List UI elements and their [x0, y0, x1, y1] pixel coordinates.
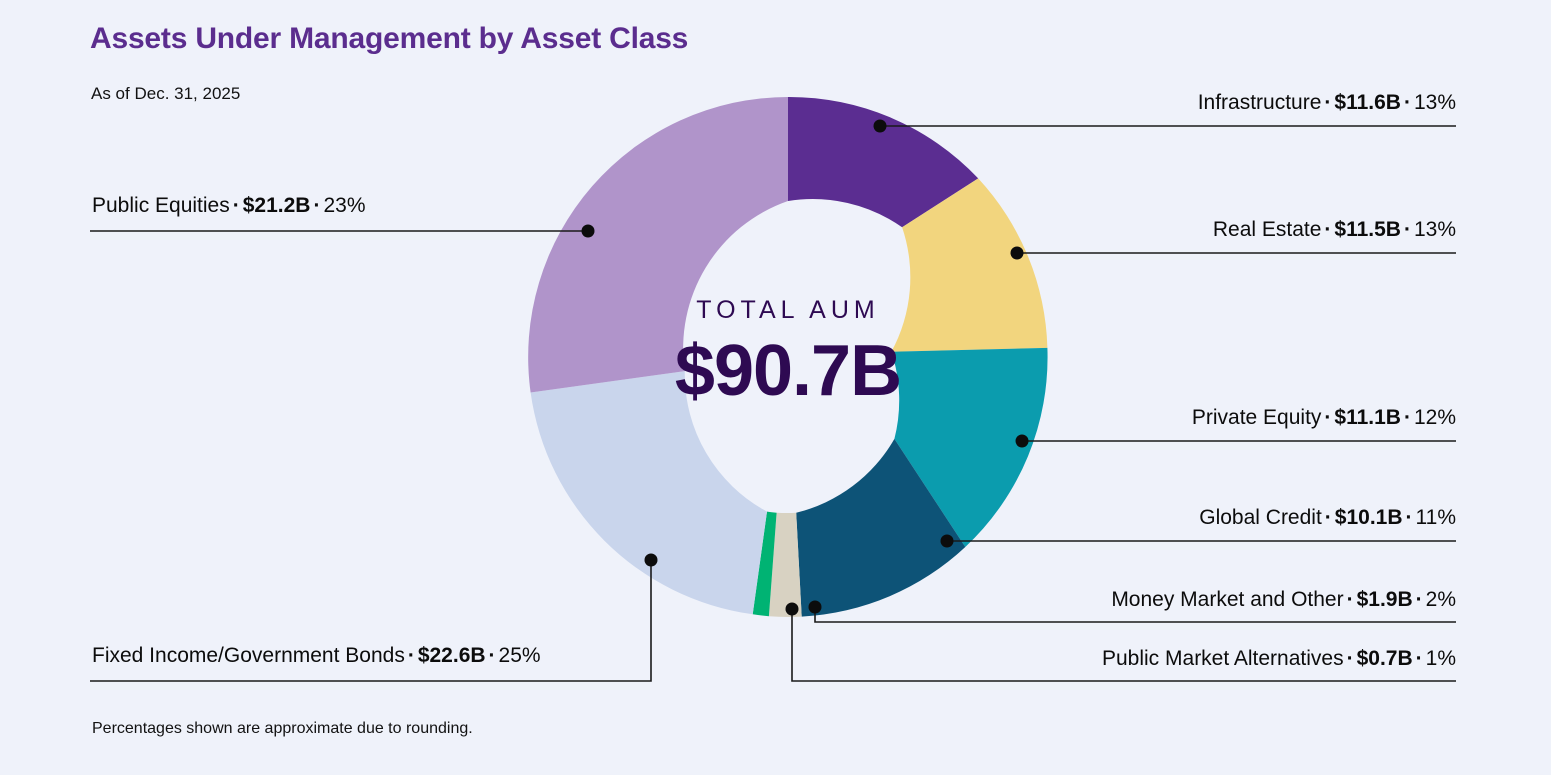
label-sep: · — [407, 644, 415, 667]
label-fixed-income[interactable]: Fixed Income/Government Bonds · $22.6B · 25% — [92, 645, 541, 666]
label-sep: · — [1415, 588, 1423, 611]
label-infrastructure[interactable]: Infrastructure · $11.6B · 13% — [1198, 92, 1456, 113]
slice-public-equities[interactable] — [528, 97, 788, 393]
label-sep: · — [313, 194, 321, 217]
label-global-credit-percent: 11% — [1415, 506, 1456, 529]
slice-fixed-income[interactable] — [530, 371, 767, 615]
slice-global-credit[interactable] — [796, 438, 966, 617]
label-global-credit-amount: $10.1B — [1334, 506, 1403, 529]
total-aum-value: $90.7B — [674, 331, 902, 411]
label-fixed-income-name: Fixed Income/Government Bonds — [92, 644, 405, 667]
slice-money-market[interactable] — [768, 512, 802, 617]
label-real-estate[interactable]: Real Estate · $11.5B · 13% — [1213, 219, 1456, 240]
leader-dot-private-equity — [1015, 434, 1029, 448]
label-private-equity-name: Private Equity — [1191, 406, 1322, 429]
leader-dot-global-credit — [940, 534, 954, 548]
label-sep: · — [1403, 406, 1411, 429]
label-real-estate-name: Real Estate — [1212, 218, 1322, 241]
leader-dots — [581, 119, 1029, 616]
leader-dot-infrastructure — [873, 119, 887, 133]
leader-dot-public-equities — [581, 224, 595, 238]
label-sep: · — [1324, 406, 1332, 429]
label-sep: · — [232, 194, 240, 217]
label-sep: · — [1324, 218, 1332, 241]
label-sep: · — [1324, 506, 1332, 529]
label-private-equity-percent: 12% — [1413, 406, 1456, 429]
label-sep: · — [1403, 91, 1411, 114]
leader-dot-fixed-income — [644, 553, 658, 567]
label-public-equities-amount: $21.2B — [242, 194, 311, 217]
slice-public-market-alternatives[interactable] — [752, 511, 777, 617]
label-private-equity-amount: $11.1B — [1334, 406, 1401, 429]
leader-lines — [90, 125, 1456, 682]
footnote: Percentages shown are approximate due to… — [92, 720, 473, 737]
label-global-credit[interactable]: Global Credit · $10.1B · 11% — [1199, 507, 1456, 528]
label-private-equity[interactable]: Private Equity · $11.1B · 12% — [1192, 407, 1456, 428]
slice-real-estate[interactable] — [891, 178, 1048, 352]
label-sep: · — [1324, 91, 1332, 114]
leader-dot-money-market — [808, 600, 822, 614]
label-money-market-amount: $1.9B — [1356, 588, 1413, 611]
total-aum-caption: TOTAL AUM — [696, 296, 880, 324]
as-of-date: As of Dec. 31, 2025 — [91, 84, 241, 103]
label-global-credit-name: Global Credit — [1199, 506, 1322, 529]
leader-line-fixed-income — [90, 560, 652, 682]
label-public-market-alternatives-percent: 1% — [1425, 647, 1456, 670]
label-public-market-alternatives-amount: $0.7B — [1356, 647, 1413, 670]
label-sep: · — [488, 644, 496, 667]
label-sep: · — [1405, 506, 1413, 529]
leader-line-public-market-alternatives — [791, 613, 1456, 682]
leader-dot-public-market-alternatives — [785, 602, 799, 616]
label-infrastructure-name: Infrastructure — [1197, 91, 1322, 114]
label-public-market-alternatives[interactable]: Public Market Alternatives · $0.7B · 1% — [1102, 648, 1456, 669]
leader-line-money-market — [814, 613, 1456, 623]
label-public-equities-name: Public Equities — [92, 194, 230, 217]
label-money-market-name: Money Market and Other — [1111, 588, 1344, 611]
page-title: Assets Under Management by Asset Class — [90, 22, 689, 55]
donut-slices — [528, 96, 1048, 617]
label-sep: · — [1346, 647, 1354, 670]
label-sep: · — [1403, 218, 1411, 241]
label-real-estate-amount: $11.5B — [1334, 218, 1401, 241]
label-money-market[interactable]: Money Market and Other · $1.9B · 2% — [1111, 589, 1456, 610]
leader-dot-real-estate — [1010, 246, 1024, 260]
label-sep: · — [1346, 588, 1354, 611]
label-infrastructure-amount: $11.6B — [1334, 91, 1401, 114]
label-public-equities[interactable]: Public Equities · $21.2B · 23% — [92, 195, 366, 216]
label-money-market-percent: 2% — [1425, 588, 1456, 611]
label-public-equities-percent: 23% — [323, 194, 366, 217]
label-public-market-alternatives-name: Public Market Alternatives — [1101, 647, 1344, 670]
label-fixed-income-percent: 25% — [498, 644, 541, 667]
slice-private-equity[interactable] — [891, 347, 1048, 547]
label-real-estate-percent: 13% — [1413, 218, 1456, 241]
label-fixed-income-amount: $22.6B — [417, 644, 486, 667]
label-sep: · — [1415, 647, 1423, 670]
slice-infrastructure[interactable] — [788, 96, 979, 228]
label-infrastructure-percent: 13% — [1413, 91, 1456, 114]
